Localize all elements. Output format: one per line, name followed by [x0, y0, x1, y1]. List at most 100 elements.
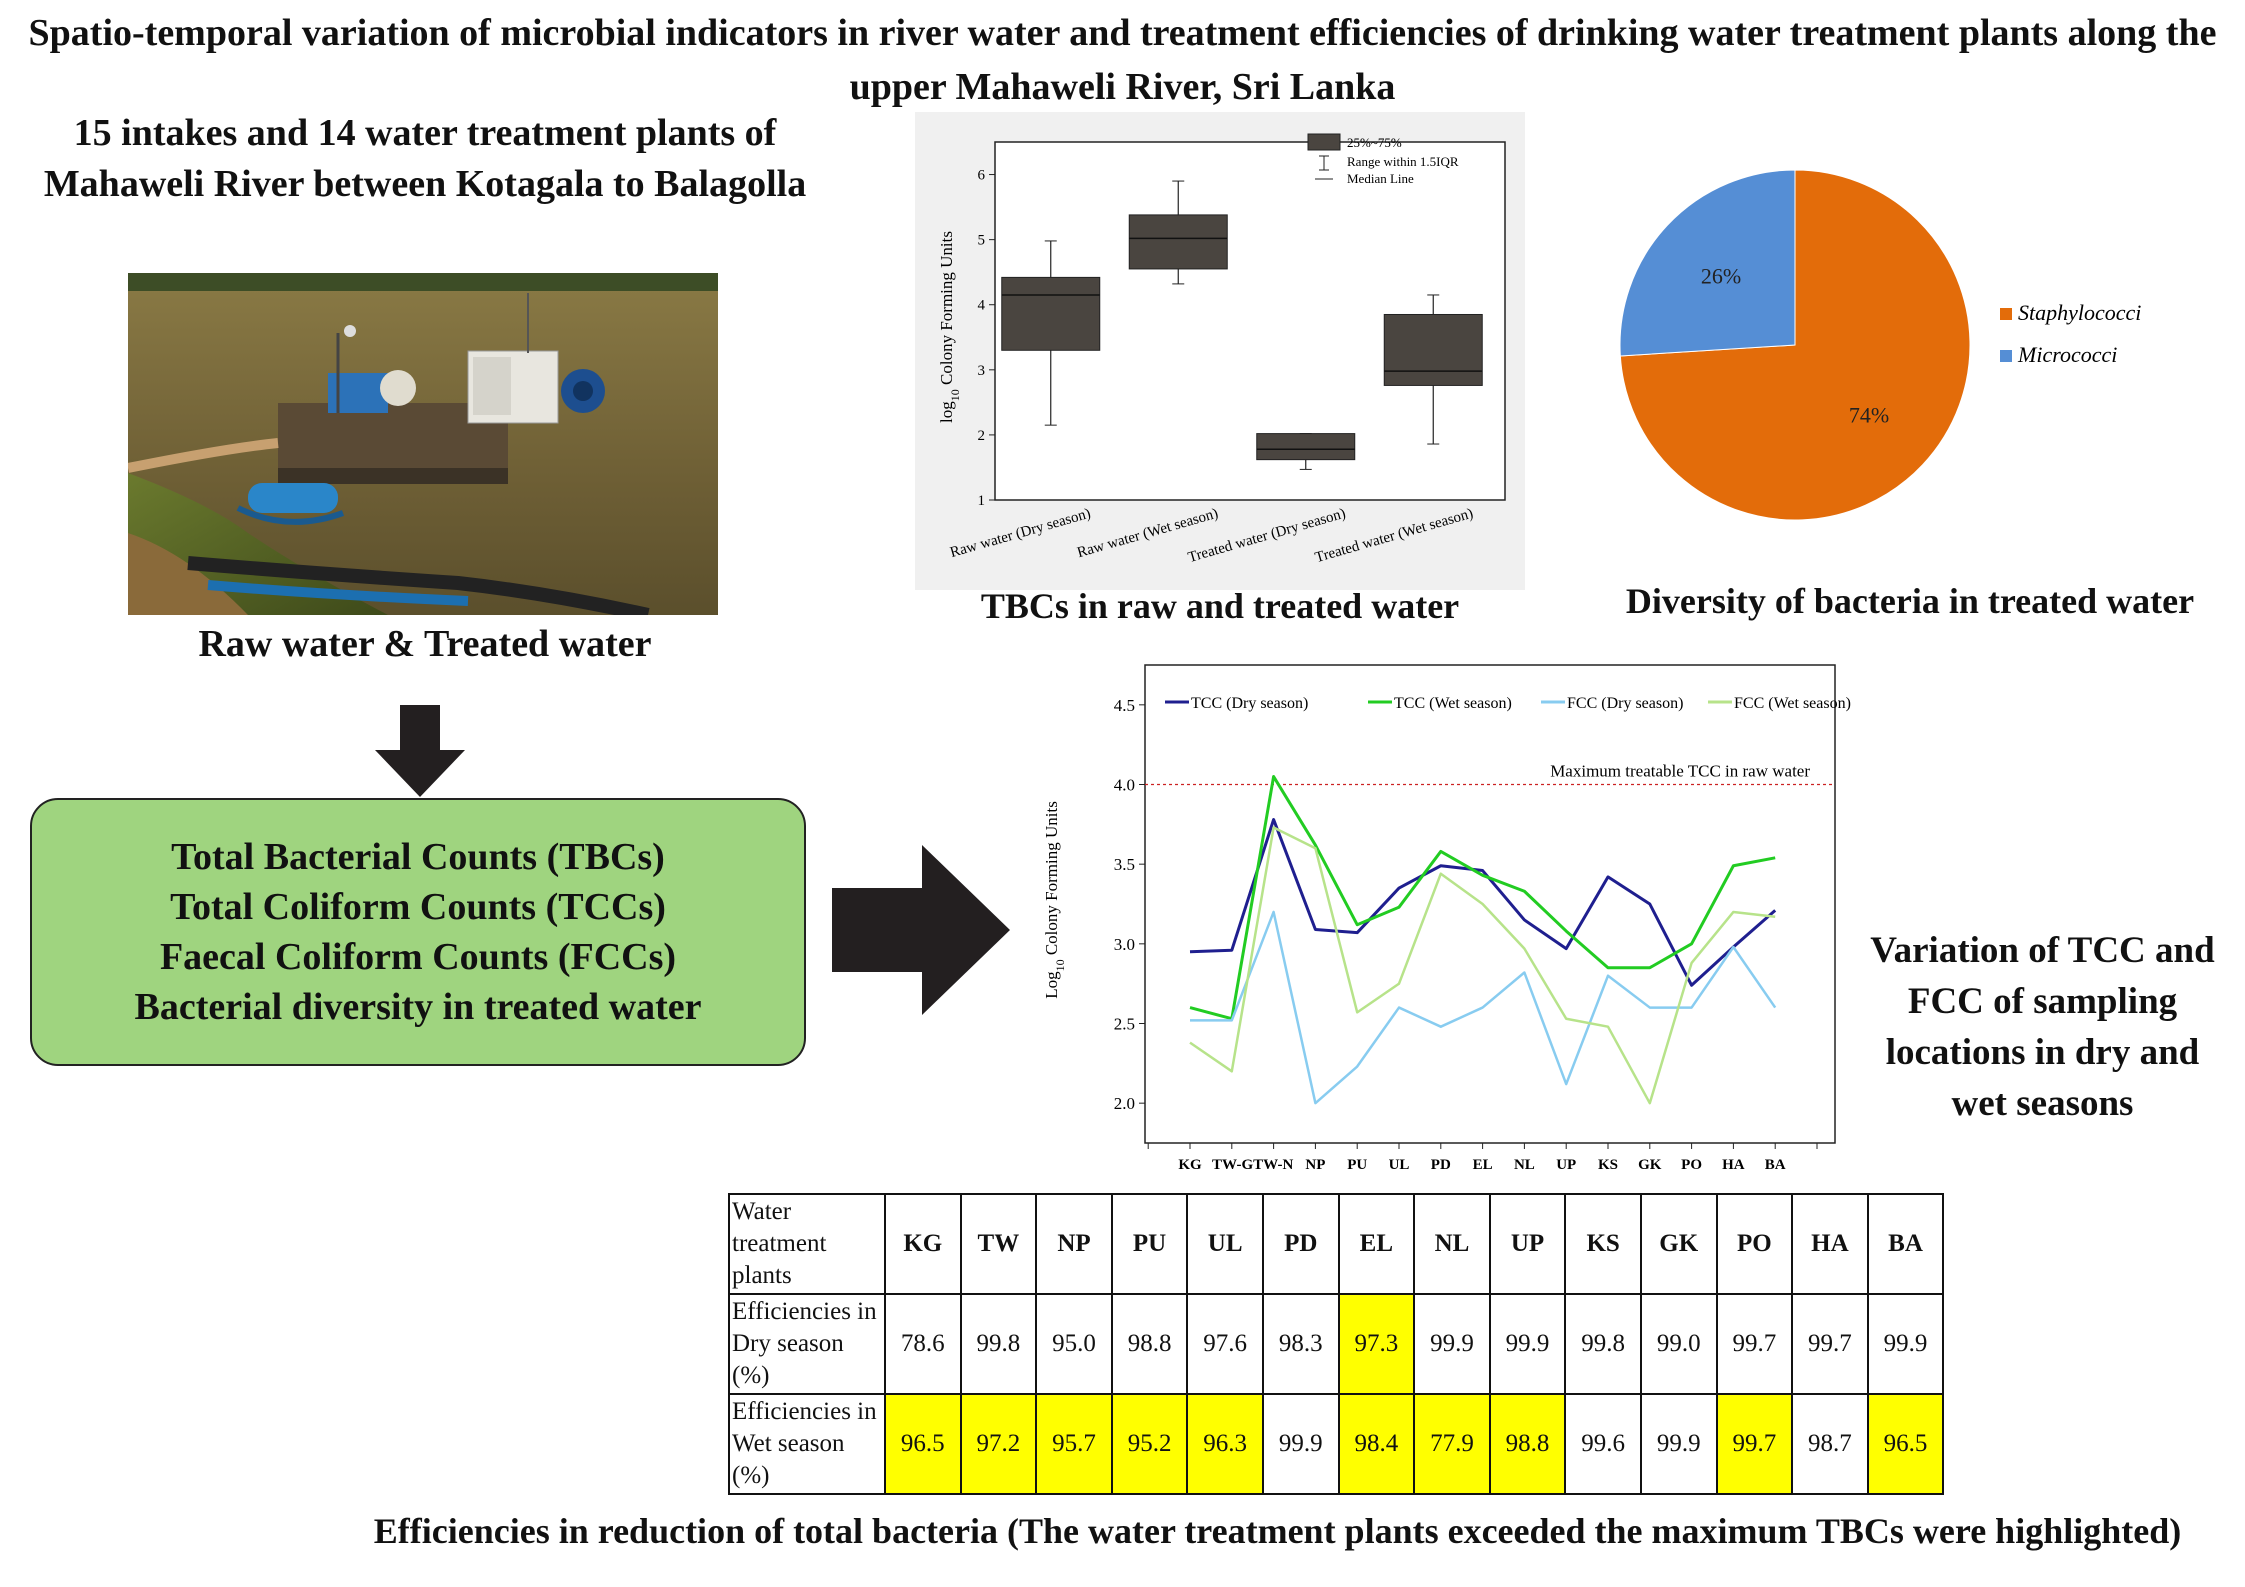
legend-label: TCC (Wet season) [1394, 695, 1512, 712]
efficiency-cell: 96.5 [1866, 1393, 1945, 1495]
legend-label: 25%~75% [1347, 135, 1402, 150]
box-iqr [1256, 433, 1356, 461]
plant-header: HA [1791, 1193, 1869, 1295]
efficiency-cell: 99.9 [1866, 1293, 1945, 1395]
line-chart-caption: Variation of TCC and FCC of sampling loc… [1870, 930, 2215, 1124]
efficiency-cell: 98.8 [1488, 1393, 1567, 1495]
threshold-label: Maximum treatable TCC in raw water [1550, 762, 1810, 781]
plant-header: NL [1413, 1193, 1491, 1295]
pie-slice-label: 26% [1701, 264, 1741, 289]
plant-header: GK [1639, 1193, 1718, 1295]
plant-header: BA [1866, 1193, 1945, 1295]
legend-swatch-micrococci [2000, 350, 2012, 362]
efficiency-cell: 98.4 [1337, 1393, 1416, 1495]
efficiency-cell: 97.2 [959, 1393, 1038, 1495]
x-tick-label: PO [1681, 1157, 1702, 1173]
efficiency-cell: 99.9 [1639, 1393, 1718, 1495]
efficiency-cell: 97.3 [1337, 1293, 1416, 1395]
parameter-item: Total Bacterial Counts (TBCs) [171, 836, 665, 878]
efficiency-cell: 99.7 [1791, 1293, 1869, 1395]
pie-slice-micrococci [1619, 169, 1796, 357]
pie-slice-label: 74% [1849, 402, 1889, 427]
efficiency-cell: 98.7 [1791, 1393, 1869, 1495]
plant-header: KS [1564, 1193, 1642, 1295]
parameter-item: Bacterial diversity in treated water [134, 986, 702, 1028]
plant-header: NP [1035, 1193, 1113, 1295]
efficiency-table: Water treatment plants KG TW NP PU UL PD EL NL UP… [728, 1193, 1945, 1495]
series-line-2 [1189, 775, 1776, 1021]
down-arrow-icon [375, 705, 465, 797]
y-tick-label: 3 [978, 363, 986, 379]
table-row: Efficiencies in Dry season (%) 78.6 99.8 95… [728, 1293, 1945, 1395]
line-legend: TCC (Dry season) TCC (Wet season) FCC (Dry… [1165, 695, 1851, 712]
efficiency-cell: 95.2 [1110, 1393, 1189, 1495]
box-3 [1256, 433, 1356, 470]
efficiency-cell: 99.8 [1564, 1293, 1642, 1395]
box-iqr [1383, 313, 1483, 386]
y-tick-label: 2.5 [1114, 1015, 1135, 1034]
efficiency-cell: 99.7 [1715, 1293, 1794, 1395]
plant-header: PD [1261, 1193, 1340, 1295]
y-tick-label: 3.0 [1114, 935, 1135, 954]
x-tick-label: EL [1473, 1157, 1493, 1173]
series-line-4 [1189, 826, 1776, 1105]
pie-chart-caption: Diversity of bacteria in treated water [1625, 581, 2195, 621]
efficiency-cell: 96.3 [1186, 1393, 1264, 1495]
efficiency-cell: 99.9 [1488, 1293, 1567, 1395]
efficiency-cell: 99.0 [1639, 1293, 1718, 1395]
y-tick-label: 1 [978, 493, 986, 509]
x-tick-label: NL [1514, 1157, 1535, 1173]
plant-header: UL [1186, 1193, 1264, 1295]
parameter-item: Faecal Coliform Counts (FCCs) [159, 936, 677, 978]
y-tick-label: 4 [978, 298, 986, 314]
box-chart-caption: TBCs in raw and treated water [980, 586, 1460, 626]
efficiency-cell: 77.9 [1413, 1393, 1491, 1495]
x-tick-label: UP [1556, 1157, 1576, 1173]
legend-label-staphylococci: Staphylococci [2018, 300, 2141, 325]
study-area-heading: 15 intakes and 14 water treatment plants… [43, 112, 807, 205]
plot-area [1144, 664, 1836, 1144]
efficiency-cell: 98.3 [1261, 1293, 1340, 1395]
main-title: Spatio-temporal variation of microbial i… [28, 12, 2217, 108]
row-label: Efficiencies in Wet season (%) [728, 1393, 886, 1495]
x-tick-label: GK [1638, 1157, 1662, 1173]
efficiency-cell: 99.9 [1261, 1393, 1340, 1495]
x-tick-label: KS [1598, 1157, 1618, 1173]
x-tick-label: PU [1347, 1157, 1367, 1173]
legend-label: FCC (Dry season) [1567, 695, 1683, 712]
right-arrow-icon [832, 845, 1010, 1015]
plant-header: KG [884, 1193, 962, 1295]
x-tick-label: KG [1178, 1157, 1202, 1173]
legend-label: Range within 1.5IQR [1347, 154, 1459, 169]
efficiency-cell: 99.8 [959, 1293, 1038, 1395]
legend-swatch-staphylococci [2000, 308, 2012, 320]
box-iqr [1001, 276, 1101, 351]
plant-header: EL [1337, 1193, 1416, 1295]
legend-label: TCC (Dry season) [1191, 695, 1308, 712]
box-4 [1383, 294, 1483, 445]
y-tick-label: 2.0 [1114, 1094, 1135, 1113]
x-tick-label: NP [1305, 1157, 1325, 1173]
x-tick-label: PD [1431, 1157, 1451, 1173]
photo-caption: Raw water & Treated water [198, 623, 652, 665]
row-label: Efficiencies in Dry season (%) [728, 1293, 886, 1395]
y-tick-label: 5 [978, 233, 986, 249]
plant-header: PU [1110, 1193, 1189, 1295]
efficiency-cell: 98.8 [1110, 1293, 1189, 1395]
x-tick-label: BA [1765, 1157, 1786, 1173]
box-y-axis-label: log10 Colony Forming Units [937, 231, 962, 423]
tcc-fcc-line-plot: 2.0 2.5 3.0 3.5 4.0 4.5 Maximum treatable TCC… [1042, 664, 1851, 1173]
efficiency-cell: 78.6 [884, 1293, 962, 1395]
x-tick-label: HA [1722, 1157, 1745, 1173]
efficiency-cell: 99.6 [1564, 1393, 1642, 1495]
legend-label-micrococci: Micrococci [2017, 342, 2117, 367]
y-tick-label: 4.0 [1114, 776, 1135, 795]
tcc-fcc-line-chart: 2.0 2.5 3.0 3.5 4.0 4.5 Maximum treatable TCC… [1035, 660, 1865, 1185]
table-row: Efficiencies in Wet season (%) 96.5 97.2 95… [728, 1393, 1945, 1495]
efficiency-cell: 97.6 [1186, 1293, 1264, 1395]
table-caption: Efficiencies in reduction of total bacte… [373, 1511, 2182, 1551]
efficiency-cell: 95.7 [1035, 1393, 1113, 1495]
series-line-1 [1189, 818, 1777, 987]
table-header-row: Water treatment plants KG TW NP PU UL PD EL NL UP… [728, 1193, 1945, 1295]
